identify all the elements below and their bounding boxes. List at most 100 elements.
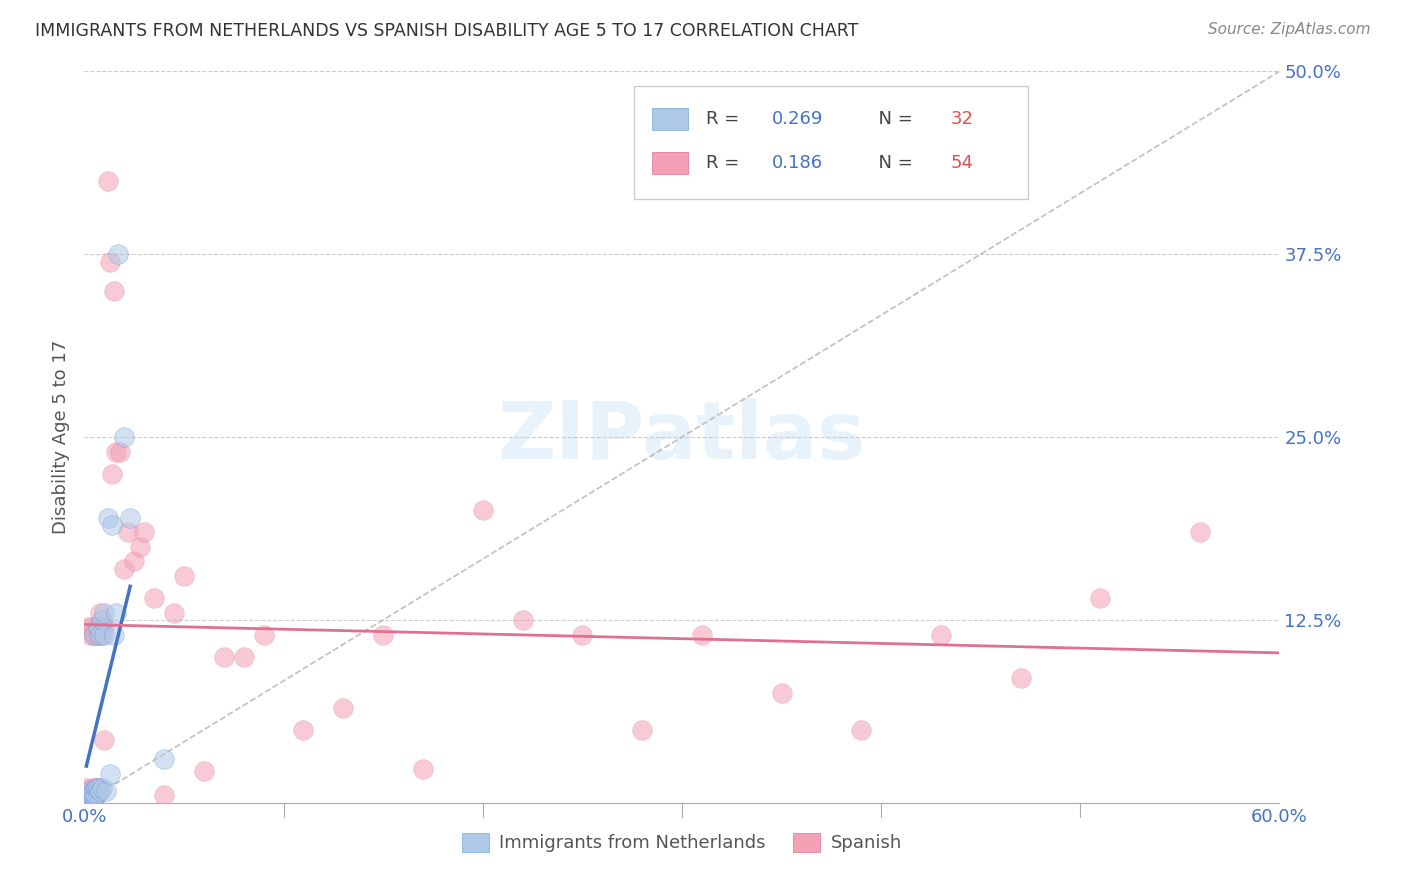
Point: [103, 284, 125, 298]
Point: [83, 787, 105, 801]
Y-axis label: Disability Age 5 to 17: Disability Age 5 to 17: [52, 340, 70, 534]
Point: [89, 620, 111, 634]
Point: [86, 781, 108, 796]
Point: [153, 789, 176, 803]
Point: [89, 606, 111, 620]
Point: [91, 781, 114, 796]
Point: [129, 540, 152, 554]
Point: [93, 732, 115, 747]
Text: 32: 32: [950, 110, 974, 128]
Point: [412, 762, 434, 776]
Point: [98, 766, 121, 780]
Point: [77, 789, 100, 804]
Point: [103, 627, 125, 641]
Point: [117, 525, 139, 540]
Point: [87, 627, 110, 641]
Point: [98, 254, 121, 268]
Point: [232, 649, 254, 664]
Point: [105, 444, 128, 458]
Point: [105, 606, 128, 620]
Point: [101, 517, 124, 532]
Legend: Immigrants from Netherlands, Spanish: Immigrants from Netherlands, Spanish: [454, 826, 910, 860]
Point: [193, 764, 215, 778]
Point: [87, 781, 110, 796]
Point: [79, 627, 101, 641]
Point: [86, 781, 108, 796]
Point: [122, 554, 145, 568]
Point: [82, 789, 104, 803]
Point: [93, 627, 115, 641]
Text: 54: 54: [950, 153, 974, 172]
Point: [212, 649, 235, 664]
Text: N =: N =: [868, 153, 918, 172]
Point: [82, 786, 104, 800]
Point: [91, 613, 114, 627]
Point: [79, 791, 101, 805]
Point: [110, 444, 132, 458]
Point: [77, 789, 100, 803]
Point: [96, 784, 118, 798]
Point: [112, 430, 135, 444]
Point: [89, 627, 111, 641]
Text: ZIPatlas: ZIPatlas: [498, 398, 866, 476]
Point: [91, 620, 114, 634]
Point: [851, 723, 873, 737]
Point: [143, 591, 166, 605]
Bar: [652, 108, 688, 130]
Point: [79, 787, 101, 801]
FancyBboxPatch shape: [634, 86, 1029, 200]
Bar: [652, 152, 688, 174]
Point: [163, 606, 186, 620]
Point: [112, 562, 135, 576]
Point: [83, 627, 105, 641]
Point: [83, 627, 105, 641]
Point: [1010, 672, 1032, 686]
Point: [471, 503, 494, 517]
Point: [82, 620, 104, 634]
Point: [87, 786, 110, 800]
Point: [253, 627, 276, 641]
Point: [1188, 525, 1211, 540]
Point: [75, 787, 97, 801]
Point: [75, 793, 97, 807]
Point: [132, 525, 156, 540]
Point: [929, 627, 952, 641]
Point: [79, 784, 101, 798]
Text: R =: R =: [706, 153, 745, 172]
Point: [292, 723, 315, 737]
Text: N =: N =: [868, 110, 918, 128]
Point: [97, 510, 120, 524]
Point: [120, 510, 142, 524]
Text: 0.269: 0.269: [772, 110, 823, 128]
Point: [107, 247, 129, 261]
Point: [89, 784, 111, 798]
Point: [79, 784, 101, 798]
Point: [373, 627, 395, 641]
Point: [86, 627, 108, 641]
Point: [77, 620, 100, 634]
Point: [83, 784, 105, 798]
Point: [153, 752, 176, 766]
Point: [86, 789, 108, 803]
Point: [631, 723, 654, 737]
Point: [1090, 591, 1112, 605]
Point: [97, 174, 120, 188]
Point: [75, 781, 97, 796]
Point: [332, 700, 354, 714]
Text: IMMIGRANTS FROM NETHERLANDS VS SPANISH DISABILITY AGE 5 TO 17 CORRELATION CHART: IMMIGRANTS FROM NETHERLANDS VS SPANISH D…: [35, 22, 859, 40]
Text: Source: ZipAtlas.com: Source: ZipAtlas.com: [1208, 22, 1371, 37]
Text: 0.186: 0.186: [772, 153, 823, 172]
Point: [770, 686, 793, 700]
Point: [87, 620, 110, 634]
Point: [91, 627, 114, 641]
Point: [690, 627, 713, 641]
Point: [87, 781, 110, 796]
Point: [93, 606, 115, 620]
Point: [571, 627, 593, 641]
Point: [83, 789, 105, 804]
Point: [512, 613, 534, 627]
Point: [82, 781, 104, 796]
Point: [93, 620, 115, 634]
Point: [173, 569, 195, 583]
Point: [77, 789, 100, 803]
